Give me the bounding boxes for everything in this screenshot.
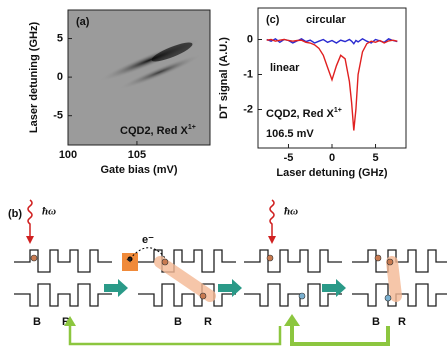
annotation: CQD2, Red X1+ — [266, 107, 342, 120]
y-tick-label: -5 — [53, 110, 63, 122]
charge — [374, 254, 382, 262]
photon-arrow — [27, 199, 33, 238]
dot-label: B — [372, 316, 380, 328]
charge — [161, 258, 169, 266]
y-tick-label: -2 — [243, 103, 253, 115]
legend-label: linear — [270, 62, 300, 74]
legend-label: circular — [306, 14, 346, 26]
panel-c: -5 0 5 0 -1 -2 Laser detuning (GHz) DT signal (… — [218, 7, 407, 179]
charge — [384, 294, 392, 302]
annotation-sup: 1+ — [188, 124, 196, 131]
note: 106.5 mV — [266, 128, 314, 140]
dot-label: R — [62, 316, 70, 328]
double-dot — [243, 249, 343, 307]
charge — [266, 254, 274, 262]
annotation: CQD2, Red X1+ — [120, 124, 196, 137]
annotation-text: CQD2, Red X — [120, 125, 189, 137]
y-axis-label: Laser detuning (GHz) — [28, 22, 40, 134]
data-line — [266, 38, 398, 131]
x-tick-label: 0 — [329, 152, 335, 164]
y-axis-label: DT signal (A.U.) — [218, 37, 230, 119]
y-tick-label: 0 — [247, 33, 253, 45]
panel-label: (c) — [266, 14, 280, 26]
panel-a: 100 105 5 0 -5 Gate bias (mV) Laser detuning (… — [28, 9, 211, 176]
arrowhead — [64, 316, 76, 326]
annotation-sup: 1+ — [334, 107, 342, 114]
tunnel-arrow — [126, 247, 169, 263]
x-tick-label: -5 — [284, 152, 294, 164]
electron-label: e⁻ — [142, 234, 154, 246]
photon-arrow — [269, 199, 275, 238]
photon-label: ħω — [42, 206, 56, 218]
charge — [386, 258, 394, 266]
panel-b: (b) ħω ħω e⁻ B R B R B R — [8, 199, 447, 346]
dot-label: B — [174, 316, 182, 328]
panel-label: (a) — [76, 16, 90, 28]
cycle-arrow — [290, 322, 390, 346]
hole-box — [122, 253, 138, 271]
x-tick-label: 100 — [59, 149, 77, 161]
annotation-text: CQD2, Red X — [266, 108, 335, 120]
photon-label: ħω — [284, 206, 298, 218]
y-tick-label: 5 — [57, 32, 63, 44]
charge — [199, 292, 207, 300]
charge — [30, 254, 38, 262]
step-arrow — [218, 279, 242, 297]
dot-label: B — [33, 316, 41, 328]
heatmap-feature — [118, 54, 202, 90]
dot-label: R — [204, 316, 212, 328]
arrowhead — [284, 314, 300, 326]
step-arrow — [104, 279, 128, 297]
heatmap-feature — [151, 42, 193, 62]
x-axis-label: Laser detuning (GHz) — [276, 167, 388, 179]
panel-label: (b) — [8, 208, 22, 220]
cycle-arrow — [68, 322, 282, 346]
x-axis-label: Gate bias (mV) — [100, 164, 177, 176]
exciton-band — [154, 256, 216, 302]
y-tick-label: -1 — [243, 68, 253, 80]
step-arrow — [322, 279, 346, 297]
arrowhead — [268, 236, 276, 244]
exciton-band — [386, 256, 402, 302]
charge — [298, 292, 306, 300]
arrowhead — [26, 236, 34, 244]
double-dot — [13, 249, 113, 307]
y-tick-label: 0 — [57, 71, 63, 83]
x-tick-label: 105 — [128, 149, 146, 161]
dot-label: R — [398, 316, 406, 328]
x-tick-label: 5 — [372, 152, 378, 164]
